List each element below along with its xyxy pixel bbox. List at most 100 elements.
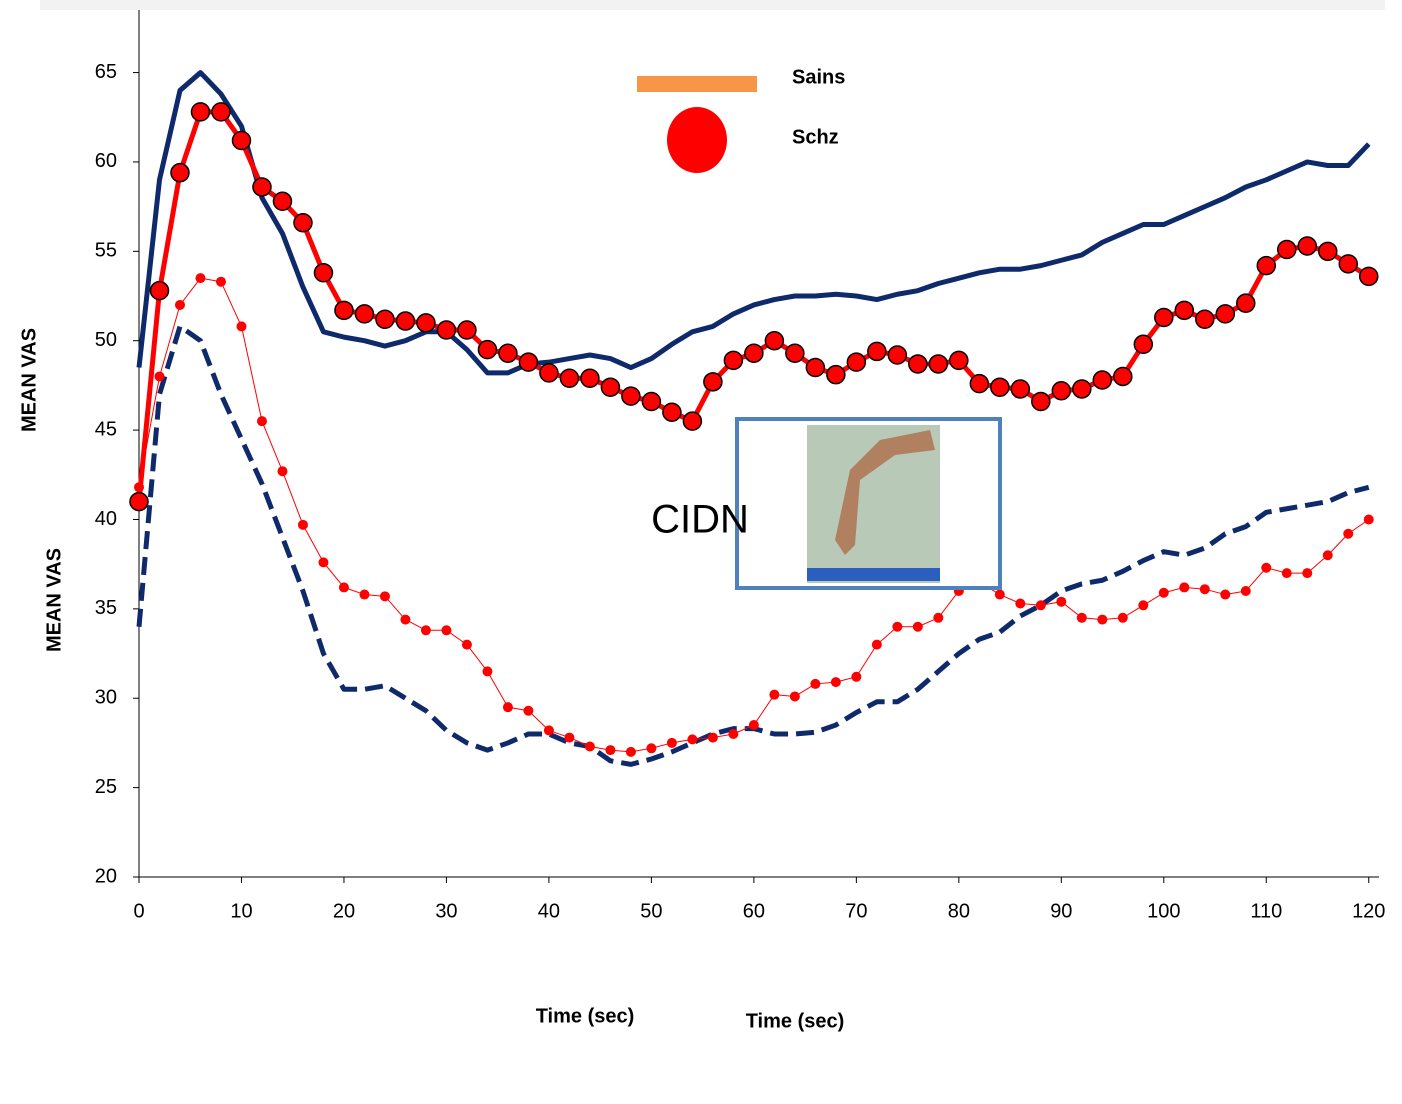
- data-point: [764, 330, 785, 351]
- data-point: [543, 725, 554, 736]
- data-point: [580, 368, 600, 389]
- data-point: [482, 666, 493, 677]
- data-point: [744, 343, 764, 363]
- x-tick-label: 90: [1050, 900, 1072, 922]
- x-tick-label: 50: [640, 900, 662, 922]
- legend-label: Sains: [792, 66, 845, 88]
- data-point: [1015, 598, 1026, 609]
- data-point: [1220, 589, 1231, 600]
- data-point: [375, 309, 395, 330]
- data-point: [395, 311, 416, 331]
- x-tick-label: 100: [1147, 900, 1180, 922]
- data-point: [1277, 239, 1297, 260]
- data-point: [912, 621, 923, 632]
- data-point: [502, 702, 513, 713]
- data-point: [436, 320, 457, 340]
- y-tick-label: 20: [95, 865, 117, 887]
- x-tick-label: 40: [538, 900, 560, 922]
- data-point: [805, 357, 826, 378]
- data-point: [949, 350, 969, 371]
- data-point: [252, 177, 272, 197]
- data-point: [420, 625, 431, 636]
- data-point: [1215, 304, 1236, 324]
- data-point: [1363, 514, 1374, 525]
- data-point: [851, 671, 862, 682]
- data-point: [416, 313, 436, 333]
- data-point: [1297, 236, 1318, 256]
- data-point: [887, 345, 908, 365]
- data-point: [625, 746, 636, 757]
- x-tick-label: 80: [948, 900, 970, 922]
- data-point: [928, 354, 949, 374]
- data-point: [892, 621, 903, 632]
- x-tick-label: 120: [1352, 900, 1385, 922]
- data-point: [293, 212, 313, 233]
- data-point: [666, 737, 677, 748]
- y-tick-label: 60: [95, 150, 117, 172]
- data-point: [867, 341, 887, 362]
- data-point: [1133, 334, 1154, 355]
- data-point: [1031, 391, 1051, 412]
- data-point: [846, 352, 867, 372]
- data-point: [170, 162, 190, 183]
- data-point: [871, 639, 882, 650]
- y-tick-label: 65: [95, 61, 117, 83]
- x-tick-label: 60: [743, 900, 765, 922]
- data-point: [379, 591, 390, 602]
- data-point: [933, 612, 944, 623]
- data-point: [154, 371, 165, 382]
- data-point: [826, 364, 846, 385]
- y-tick-label: 45: [95, 418, 117, 440]
- data-point: [129, 491, 149, 512]
- x-axis-label: Time (sec): [536, 1005, 635, 1027]
- data-point: [1174, 300, 1195, 321]
- data-point: [461, 639, 472, 650]
- y-tick-label: 40: [95, 508, 117, 530]
- y-tick-label: 55: [95, 240, 117, 262]
- x-tick-label: 30: [435, 900, 457, 922]
- inset-arm: [835, 430, 935, 555]
- series-line: [136, 70, 1371, 376]
- data-point: [1117, 612, 1128, 623]
- data-point: [1359, 266, 1379, 287]
- data-point: [457, 320, 477, 340]
- data-point: [1113, 366, 1133, 387]
- x-tick-label: 70: [845, 900, 867, 922]
- data-point: [662, 402, 682, 422]
- data-point: [313, 263, 334, 283]
- data-point: [1256, 255, 1277, 276]
- data-point: [1035, 600, 1046, 611]
- legend-swatch: [637, 76, 757, 92]
- plot: 20 25 30 35 40 45 50 55 60 65 0 10 20 30 40 50 60 70 80 90 1…: [95, 10, 1385, 922]
- data-point: [1010, 379, 1031, 399]
- x-tick-label: 110: [1250, 900, 1282, 922]
- x-tick-label: 0: [133, 900, 144, 922]
- data-point: [1097, 614, 1108, 625]
- data-point: [498, 343, 518, 363]
- data-point: [785, 343, 805, 363]
- data-point: [969, 373, 990, 394]
- data-point: [1076, 612, 1087, 623]
- data-point: [605, 745, 616, 756]
- data-point: [1158, 587, 1169, 598]
- data-point: [908, 354, 928, 374]
- data-point: [441, 625, 452, 636]
- data-point: [211, 102, 231, 122]
- data-point: [359, 589, 370, 600]
- data-point: [584, 741, 595, 752]
- data-point: [523, 705, 534, 716]
- y-axis-label: MEAN VAS: [43, 548, 65, 652]
- x-axis-label: Time (sec): [746, 1010, 845, 1032]
- y-tick-label: 35: [95, 597, 117, 619]
- data-point: [641, 391, 662, 412]
- data-point: [707, 732, 718, 743]
- data-point: [990, 377, 1010, 397]
- y-tick-label: 25: [95, 776, 117, 798]
- data-point: [1343, 528, 1354, 539]
- data-point: [195, 273, 206, 284]
- data-point: [477, 339, 498, 360]
- data-point: [1199, 584, 1210, 595]
- data-point: [1056, 596, 1067, 607]
- data-point: [1302, 568, 1313, 579]
